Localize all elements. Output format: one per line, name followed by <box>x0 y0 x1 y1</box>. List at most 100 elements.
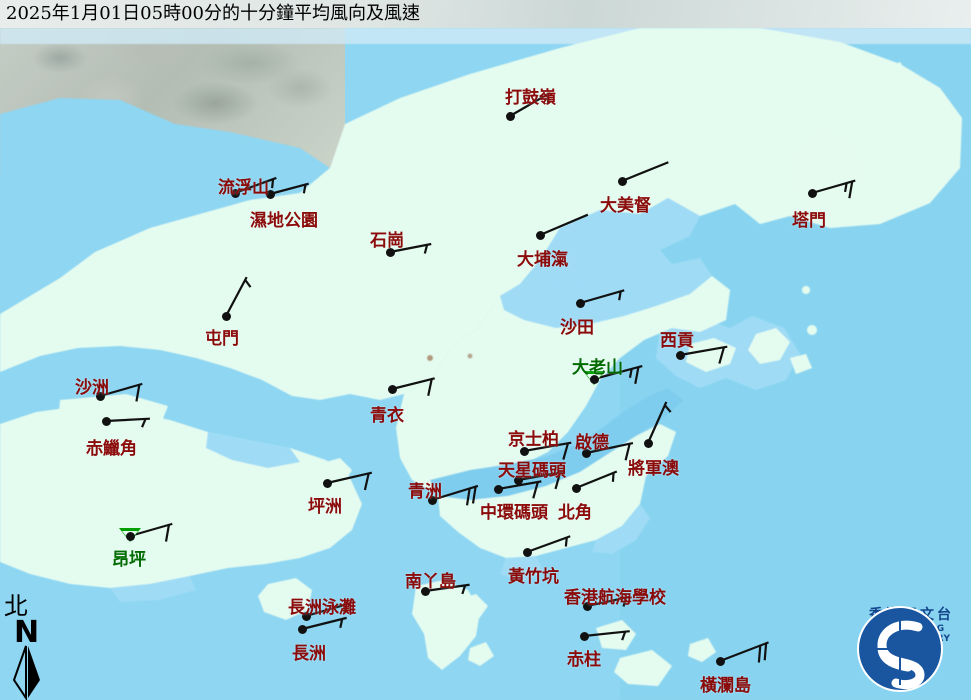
station-label: 長洲 <box>292 644 326 664</box>
wind-barb <box>539 213 589 237</box>
wind-barb <box>679 345 728 364</box>
wind-barb <box>326 471 373 491</box>
station-label: 大老山 <box>572 358 623 378</box>
station-dot-icon <box>101 416 111 426</box>
wind-barb <box>99 382 143 402</box>
wind-barb <box>301 616 347 631</box>
station-label: 中環碼頭 <box>480 503 548 523</box>
wind-barb <box>234 176 277 195</box>
wind-barb <box>583 630 630 641</box>
station-dot-icon <box>617 176 627 186</box>
station-dot-icon <box>535 230 545 240</box>
wind-barb <box>497 480 542 499</box>
wind-barb <box>575 470 618 490</box>
wind-barb <box>526 535 571 554</box>
station-dot-icon <box>571 483 581 493</box>
wind-barb <box>579 289 625 305</box>
station-dot-icon <box>581 448 591 458</box>
station-dot-icon <box>579 631 589 641</box>
station-label: 大美督 <box>600 196 651 216</box>
station-label: 赤鱲角 <box>86 439 137 459</box>
page-title: 2025年1月01日05時00分的十分鐘平均風向及風速 <box>6 3 420 24</box>
station-dot-icon <box>230 188 240 198</box>
north-arrow-label-en: N <box>14 615 40 650</box>
station-dot-icon <box>643 438 653 448</box>
wind-barb <box>389 242 432 254</box>
station-dot-icon <box>387 384 397 394</box>
station-label: 坪洲 <box>308 497 342 517</box>
station-label: 香港航海學校 <box>564 588 666 608</box>
station-label: 昂坪 <box>112 550 146 570</box>
station-dot-icon <box>807 188 817 198</box>
wind-barb <box>424 583 470 595</box>
station-label: 京士柏 <box>508 430 559 450</box>
station-dot-icon <box>519 446 529 456</box>
north-arrow-glyph <box>12 645 40 700</box>
wind-barb <box>225 276 252 317</box>
wind-barb-layer <box>99 92 856 663</box>
station-dot-icon <box>95 391 105 401</box>
station-label: 黃竹坑 <box>508 567 559 587</box>
north-arrow: 北 N <box>2 594 68 700</box>
station-dot-icon <box>322 478 332 488</box>
station-dot-icon <box>301 611 311 621</box>
station-dot-icon <box>265 189 275 199</box>
hko-logo-mark <box>857 606 943 692</box>
wind-barb <box>105 417 150 428</box>
station-label: 青洲 <box>408 482 442 502</box>
station-label: 濕地公園 <box>250 211 318 231</box>
station-dot-icon <box>505 111 515 121</box>
wind-barb <box>517 470 564 490</box>
station-dot-icon <box>427 495 437 505</box>
station-label: 青衣 <box>370 406 404 426</box>
wind-barb <box>811 179 856 199</box>
station-label: 西貢 <box>660 331 694 351</box>
station-label: 橫瀾島 <box>700 676 751 696</box>
station-dot-icon <box>589 374 599 384</box>
station-dot-icon <box>297 624 307 634</box>
station-dot-icon <box>221 311 231 321</box>
station-dot-icon <box>675 350 685 360</box>
station-label: 將軍澳 <box>628 459 679 479</box>
station-label: 打鼓嶺 <box>505 88 556 108</box>
title-bar-background <box>0 0 971 28</box>
station-dot-icon <box>522 547 532 557</box>
station-label: 屯門 <box>205 329 239 349</box>
title-bar: 2025年1月01日05時00分的十分鐘平均風向及風速 <box>0 0 971 28</box>
wind-barb <box>586 595 631 608</box>
station-label: 塔門 <box>792 211 826 231</box>
station-label: 南丫島 <box>405 572 456 592</box>
station-label: 沙洲 <box>75 378 109 398</box>
station-dot-icon <box>582 601 592 611</box>
coastline-layer <box>0 28 971 700</box>
wind-barb <box>431 484 479 506</box>
station-dot-icon <box>493 484 503 494</box>
station-label: 長洲泳灘 <box>288 598 356 618</box>
wind-barb <box>269 182 309 196</box>
wind-barb <box>621 161 669 183</box>
station-dot-icon <box>385 247 395 257</box>
map-canvas[interactable]: 打鼓嶺流浮山濕地公園石崗 大美督塔門大埔滊沙田西貢大老山 屯門沙洲赤鱲角 青衣坪洲昂坪… <box>0 28 971 700</box>
station-label: 流浮山 <box>218 178 269 198</box>
station-label: 赤柱 <box>567 650 601 670</box>
hko-logo: 香港天文台 HONG KONG OBSERVATORY <box>852 603 971 700</box>
wind-barb <box>523 441 572 460</box>
station-label: 沙田 <box>560 318 594 338</box>
station-label: 大埔滊 <box>517 250 568 270</box>
wind-barb <box>391 377 435 396</box>
wind-barb <box>509 92 551 117</box>
station-label: 石崗 <box>370 231 404 251</box>
station-dot-icon <box>513 475 523 485</box>
station-label: 北角 <box>558 503 592 523</box>
wind-barb <box>646 401 672 444</box>
station-dot-icon <box>575 298 585 308</box>
wind-barb <box>305 602 351 618</box>
station-dot-icon <box>715 656 725 666</box>
station-label: 啟德 <box>575 433 609 453</box>
station-label: 天星碼頭 <box>498 461 566 481</box>
wind-barb <box>719 641 769 663</box>
north-arrow-label-cn: 北 <box>4 592 28 620</box>
station-dot-icon <box>125 531 135 541</box>
station-dot-icon <box>420 586 430 596</box>
